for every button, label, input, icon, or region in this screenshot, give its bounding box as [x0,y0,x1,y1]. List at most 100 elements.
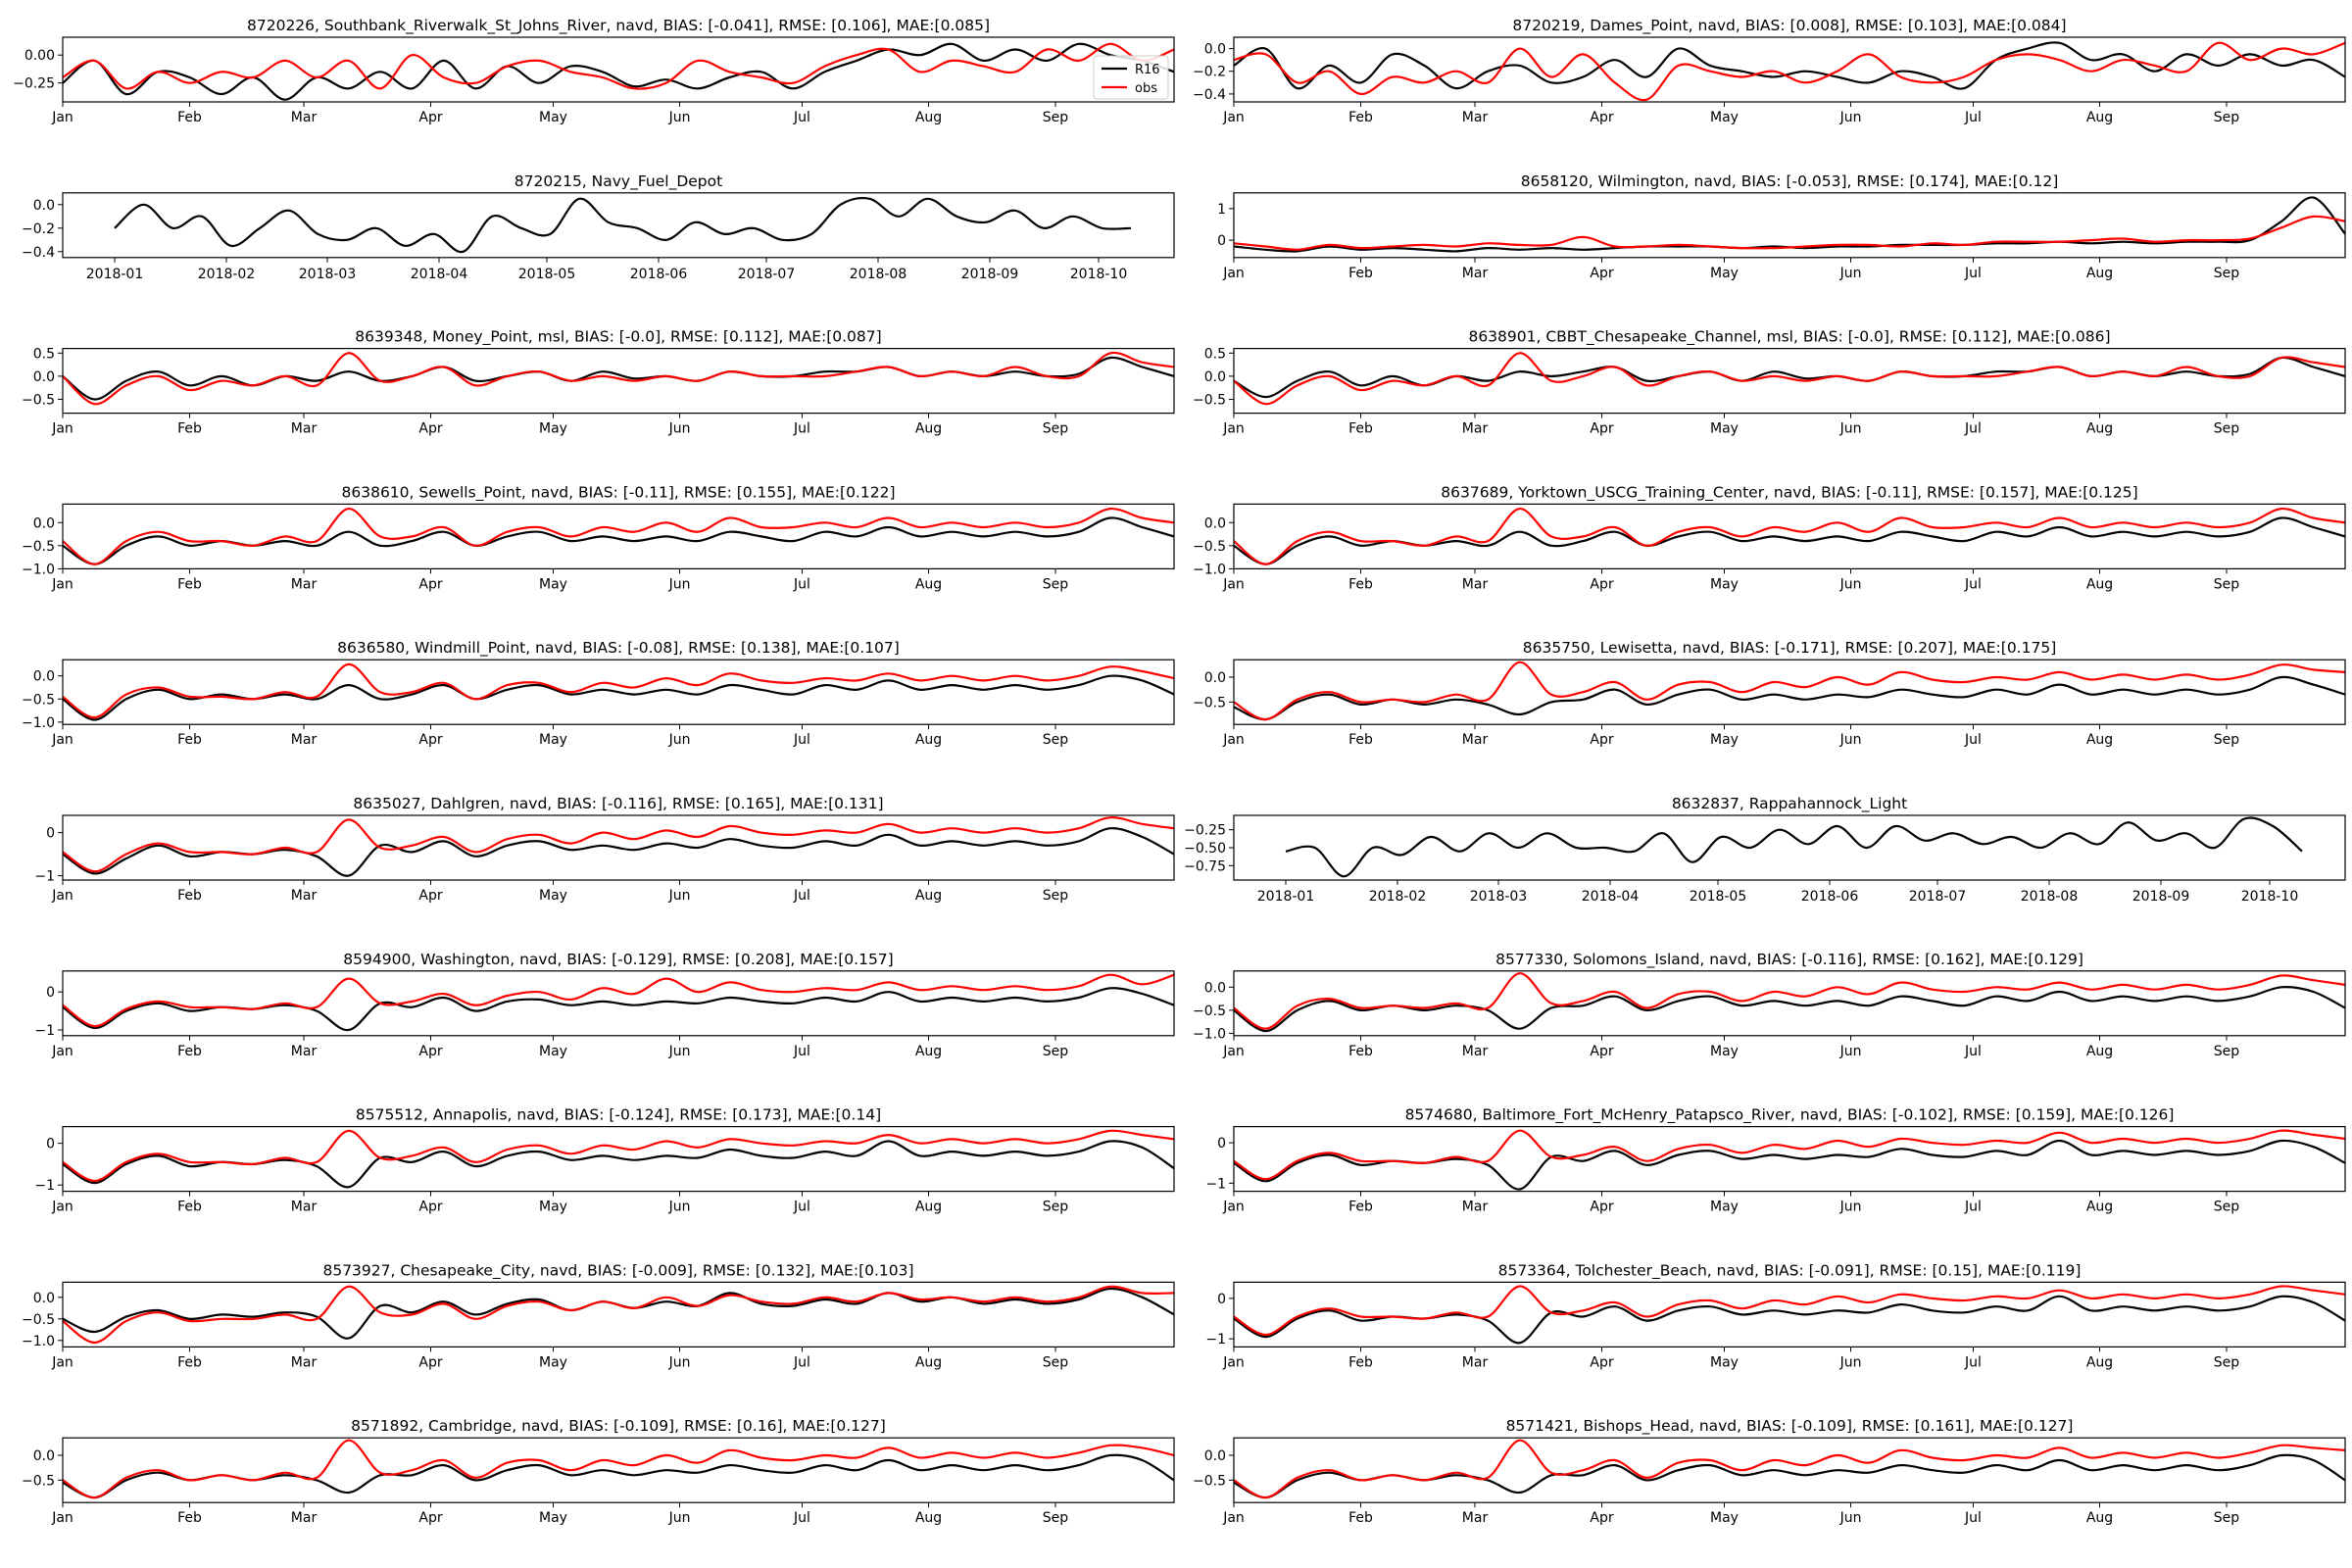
x-tick-label: Mar [1462,1200,1489,1215]
y-tick-label: 0 [1217,1136,1226,1152]
chart-title: 8720215, Navy_Fuel_Depot [514,172,722,191]
y-tick-label: 0.0 [1204,670,1226,686]
axes-frame [62,36,1175,103]
x-tick-label: Sep [2214,266,2240,281]
y-tick-label: −0.5 [22,692,55,708]
x-tick-label: Feb [1348,110,1373,125]
x-tick-label: May [1710,576,1739,592]
x-tick-label: Sep [2214,421,2240,437]
x-tick-label: Jan [51,1200,74,1215]
series-line-obs [63,1285,1174,1345]
x-tick-label: Jan [1222,1354,1245,1370]
subplot: 8638901, CBBT_Chesapeake_Channel, msl, B… [1193,328,2346,437]
x-tick-label: Jun [1839,1200,1862,1215]
x-tick-label: 2018-08 [2021,889,2079,905]
x-tick-label: Jan [51,732,74,748]
x-tick-label: Mar [291,732,318,748]
x-tick-label: Aug [2086,1200,2113,1215]
x-tick-label: Jan [1222,732,1245,748]
axes-frame [1233,1281,2346,1348]
axes-frame [1233,1125,2346,1193]
x-tick-label: Jul [1964,1044,1982,1059]
x-tick-label: Jun [668,421,691,437]
y-tick-label: −0.2 [22,221,55,237]
y-tick-label: 0 [1217,1292,1226,1307]
chart-title: 8638610, Sewells_Point, navd, BIAS: [-0.… [342,483,896,502]
x-tick-label: 2018-07 [1909,889,1967,905]
x-tick-label: Aug [2086,266,2113,281]
y-tick-label: 0.0 [1204,980,1226,996]
x-tick-label: Jan [51,1510,74,1526]
x-tick-label: Jan [1222,1200,1245,1215]
y-tick-label: −1.0 [22,1334,55,1349]
x-tick-label: Jul [1964,266,1982,281]
x-tick-label: Aug [915,421,942,437]
series-line-r16 [1285,816,2303,878]
y-tick-label: 0.0 [33,515,55,531]
y-tick-label: −0.50 [1184,841,1226,857]
chart-title: 8720219, Dames_Point, navd, BIAS: [0.008… [1512,17,2066,35]
series-line-obs [1234,972,2345,1030]
x-tick-label: Mar [1462,576,1489,592]
y-tick-label: 0.0 [33,198,55,214]
series-line-r16 [114,196,1132,254]
y-tick-label: −0.4 [1193,87,1226,103]
x-tick-label: Jan [1222,576,1245,592]
x-tick-label: Jul [793,732,810,748]
axes-frame [62,970,1175,1037]
x-tick-label: Apr [1590,1200,1613,1215]
x-tick-label: Jun [1839,421,1862,437]
x-tick-label: Apr [418,110,442,125]
x-tick-label: Jan [51,110,74,125]
y-tick-label: −1 [34,1178,55,1194]
x-tick-label: Jan [51,421,74,437]
x-tick-label: May [539,576,567,592]
x-tick-label: Jun [668,732,691,748]
y-tick-label: 0 [46,826,55,842]
series-line-r16 [1234,986,2345,1033]
series-line-obs [63,1439,1174,1499]
x-tick-label: Aug [915,1510,942,1526]
chart-title: 8573927, Chesapeake_City, navd, BIAS: [-… [322,1261,913,1280]
chart-title: 8635027, Dahlgren, navd, BIAS: [-0.116],… [353,795,883,812]
legend-label: obs [1135,81,1157,96]
y-tick-label: −0.25 [1184,823,1226,839]
x-tick-label: Feb [177,1354,202,1370]
chart-title: 8720226, Southbank_Riverwalk_St_Johns_Ri… [247,17,990,35]
subplot: 8720219, Dames_Point, navd, BIAS: [0.008… [1193,17,2346,125]
y-tick-label: −1.0 [22,715,55,731]
subplot: 8637689, Yorktown_USCG_Training_Center, … [1193,483,2346,592]
series-line-obs [63,816,1174,873]
x-tick-label: Jun [668,1200,691,1215]
x-tick-label: Feb [177,421,202,437]
subplot: 8594900, Washington, navd, BIAS: [-0.129… [34,951,1175,1059]
y-tick-label: 0.00 [24,48,55,64]
x-tick-label: 2018-06 [1801,889,1859,905]
subplot: 8573927, Chesapeake_City, navd, BIAS: [-… [22,1261,1175,1370]
chart-title: 8573364, Tolchester_Beach, navd, BIAS: [… [1498,1261,2082,1280]
x-tick-label: Sep [2214,110,2240,125]
series-line-obs [63,507,1174,565]
x-tick-label: Jan [51,1044,74,1059]
x-tick-label: Jan [1222,1044,1245,1059]
y-tick-label: −0.5 [1193,392,1226,408]
x-tick-label: Jun [668,576,691,592]
x-tick-label: Sep [1043,421,1069,437]
x-tick-label: Jul [1964,1200,1982,1215]
x-tick-label: Feb [1348,421,1373,437]
x-tick-label: May [1710,1510,1739,1526]
y-tick-label: −0.5 [1193,695,1226,710]
x-tick-label: Feb [177,1510,202,1526]
y-tick-label: 0.0 [1204,369,1226,385]
x-tick-label: Jul [793,1510,810,1526]
subplot: 8720226, Southbank_Riverwalk_St_Johns_Ri… [13,17,1175,125]
x-tick-label: Sep [1043,1510,1069,1526]
subplot: 8575512, Annapolis, navd, BIAS: [-0.124]… [34,1106,1175,1215]
subplot: 8658120, Wilmington, navd, BIAS: [-0.053… [1217,172,2346,281]
x-tick-label: Jun [1839,1044,1862,1059]
series-line-obs [1234,352,2345,406]
subplot: 8571892, Cambridge, navd, BIAS: [-0.109]… [22,1417,1175,1526]
x-tick-label: 2018-07 [738,267,796,282]
